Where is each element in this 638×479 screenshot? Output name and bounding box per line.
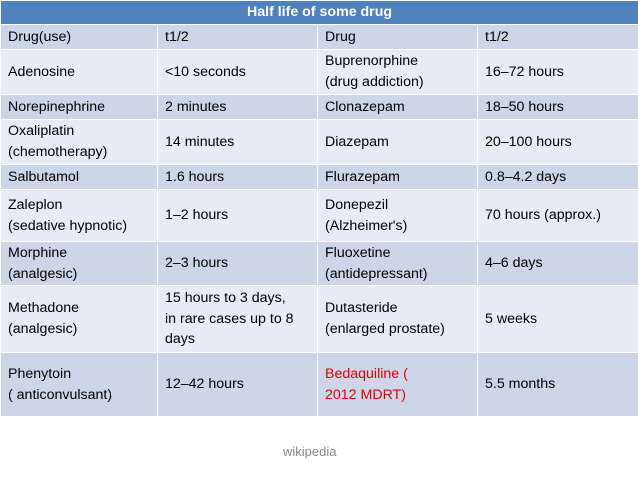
table-cell: Diazepam bbox=[317, 119, 478, 165]
table-cell: 2–3 hours bbox=[157, 241, 318, 286]
cell-text: Buprenorphine bbox=[325, 53, 419, 70]
drug-half-life-table-wrap: Half life of some drug Drug(use) t1/2 Dr… bbox=[0, 0, 638, 417]
table-cell: Bedaquiline ( 2012 MDRT) bbox=[317, 352, 478, 417]
table-cell: Salbutamol bbox=[0, 164, 158, 190]
table-cell: 70 hours (approx.) bbox=[476, 189, 638, 242]
table-cell: 18–50 hours bbox=[476, 94, 638, 120]
table-row: Oxaliplatin (chemotherapy) 14 minutes Diaze… bbox=[0, 119, 638, 165]
table-cell: 4–6 days bbox=[476, 241, 638, 286]
cell-text: ( anticonvulsant) bbox=[8, 386, 113, 403]
cell-text: days bbox=[165, 331, 195, 348]
cell-text: (analgesic) bbox=[8, 265, 78, 282]
cell-text: (Alzheimer's) bbox=[325, 217, 408, 234]
cell-text: Donepezil bbox=[325, 196, 389, 213]
table-cell: <10 seconds bbox=[157, 49, 318, 95]
table-cell: 5.5 months bbox=[476, 352, 638, 417]
table-cell: 14 minutes bbox=[157, 119, 318, 165]
table-cell: 0.8–4.2 days bbox=[476, 164, 638, 190]
cell-text: Dutasteride bbox=[325, 300, 398, 317]
cell-text: Oxaliplatin bbox=[8, 123, 75, 140]
table-cell: 16–72 hours bbox=[476, 49, 638, 95]
cell-text: 70 hours (approx.) bbox=[485, 207, 601, 224]
table-row: Norepinephrine 2 minutes Clonazepam 18–50 h… bbox=[0, 94, 638, 120]
table-row: Methadone (analgesic) 15 hours to 3 days, i… bbox=[0, 285, 638, 353]
table-row: Zaleplon (sedative hypnotic) 1–2 hours Done… bbox=[0, 189, 638, 242]
cell-text: Salbutamol bbox=[8, 168, 79, 185]
watermark-text: wikipedia bbox=[283, 444, 337, 459]
table-cell: Phenytoin ( anticonvulsant) bbox=[0, 352, 158, 417]
cell-text: <10 seconds bbox=[165, 63, 246, 80]
table-cell: 2 minutes bbox=[157, 94, 318, 120]
cell-text: (chemotherapy) bbox=[8, 144, 108, 160]
cell-text: (enlarged prostate) bbox=[325, 321, 445, 337]
table-cell: 15 hours to 3 days, in rare cases up to 8… bbox=[157, 285, 318, 353]
table-cell: Methadone (analgesic) bbox=[0, 285, 158, 353]
table-cell: 12–42 hours bbox=[157, 352, 318, 417]
cell-text: Morphine bbox=[8, 244, 68, 261]
cell-text: Phenytoin bbox=[8, 365, 72, 382]
table-cell: Buprenorphine (drug addiction) bbox=[317, 49, 478, 95]
cell-text: 2–3 hours bbox=[165, 255, 229, 272]
cell-text: (antidepressant) bbox=[325, 265, 428, 282]
cell-text: (sedative hypnotic) bbox=[8, 217, 128, 234]
table-cell: 20–100 hours bbox=[476, 119, 638, 165]
cell-text: 5 weeks bbox=[485, 310, 538, 327]
cell-text: 2 minutes bbox=[165, 98, 227, 115]
table-title-row: Half life of some drug bbox=[0, 0, 638, 25]
table-row: Salbutamol 1.6 hours Flurazepam 0.8–4.2 day… bbox=[0, 164, 638, 190]
cell-text: in rare cases up to 8 bbox=[165, 310, 294, 327]
cell-text: (analgesic) bbox=[8, 321, 78, 337]
table-row: Morphine (analgesic) 2–3 hours Fluoxetine (a… bbox=[0, 241, 638, 286]
header-half-life-2: t1/2 bbox=[476, 24, 638, 50]
cell-text: 20–100 hours bbox=[485, 133, 572, 150]
drug-half-life-table: Half life of some drug Drug(use) t1/2 Dr… bbox=[0, 0, 638, 417]
table-cell: Norepinephrine bbox=[0, 94, 158, 120]
cell-text: 5.5 months bbox=[485, 376, 556, 393]
header-half-life: t1/2 bbox=[157, 24, 318, 50]
cell-text: 16–72 hours bbox=[485, 63, 564, 80]
cell-text: 1.6 hours bbox=[165, 168, 225, 185]
table-cell: Flurazepam bbox=[317, 164, 478, 190]
cell-text: 12–42 hours bbox=[165, 376, 244, 393]
table-cell: Donepezil (Alzheimer's) bbox=[317, 189, 478, 242]
table-cell: Dutasteride (enlarged prostate) bbox=[317, 285, 478, 353]
table-cell: 5 weeks bbox=[476, 285, 638, 353]
table-cell: Oxaliplatin (chemotherapy) bbox=[0, 119, 158, 165]
table-cell: Fluoxetine (antidepressant) bbox=[317, 241, 478, 286]
table-cell: 1–2 hours bbox=[157, 189, 318, 242]
table-row: Adenosine <10 seconds Buprenorphine (drug a… bbox=[0, 49, 638, 95]
table-cell: Adenosine bbox=[0, 49, 158, 95]
cell-text: 15 hours to 3 days, bbox=[165, 290, 286, 307]
cell-text: 18–50 hours bbox=[485, 98, 564, 115]
cell-text: Clonazepam bbox=[325, 98, 405, 115]
cell-text: 14 minutes bbox=[165, 133, 235, 150]
cell-text: Zaleplon bbox=[8, 196, 63, 213]
cell-text: Adenosine bbox=[8, 63, 76, 80]
cell-text: Flurazepam bbox=[325, 168, 400, 185]
cell-text: 2012 MDRT) bbox=[325, 386, 406, 403]
table-cell: Clonazepam bbox=[317, 94, 478, 120]
cell-text: Methadone bbox=[8, 300, 79, 317]
cell-text: (drug addiction) bbox=[325, 74, 424, 90]
table-cell: 1.6 hours bbox=[157, 164, 318, 190]
cell-text: Fluoxetine bbox=[325, 244, 391, 261]
cell-text: 4–6 days bbox=[485, 255, 543, 272]
table-row: Phenytoin ( anticonvulsant) 12–42 hours Bed… bbox=[0, 352, 638, 417]
cell-text: Bedaquiline ( bbox=[325, 365, 408, 382]
header-drug: Drug bbox=[317, 24, 478, 50]
table-cell: Zaleplon (sedative hypnotic) bbox=[0, 189, 158, 242]
cell-text: 0.8–4.2 days bbox=[485, 168, 567, 185]
cell-text: Diazepam bbox=[325, 133, 389, 150]
table-header-row: Drug(use) t1/2 Drug t1/2 bbox=[0, 24, 638, 50]
cell-text: 1–2 hours bbox=[165, 207, 229, 224]
table-title: Half life of some drug bbox=[0, 0, 638, 25]
cell-text: Norepinephrine bbox=[8, 98, 106, 115]
header-drug-use: Drug(use) bbox=[0, 24, 158, 50]
table-body: Adenosine <10 seconds Buprenorphine (drug a… bbox=[0, 49, 638, 417]
table-cell: Morphine (analgesic) bbox=[0, 241, 158, 286]
